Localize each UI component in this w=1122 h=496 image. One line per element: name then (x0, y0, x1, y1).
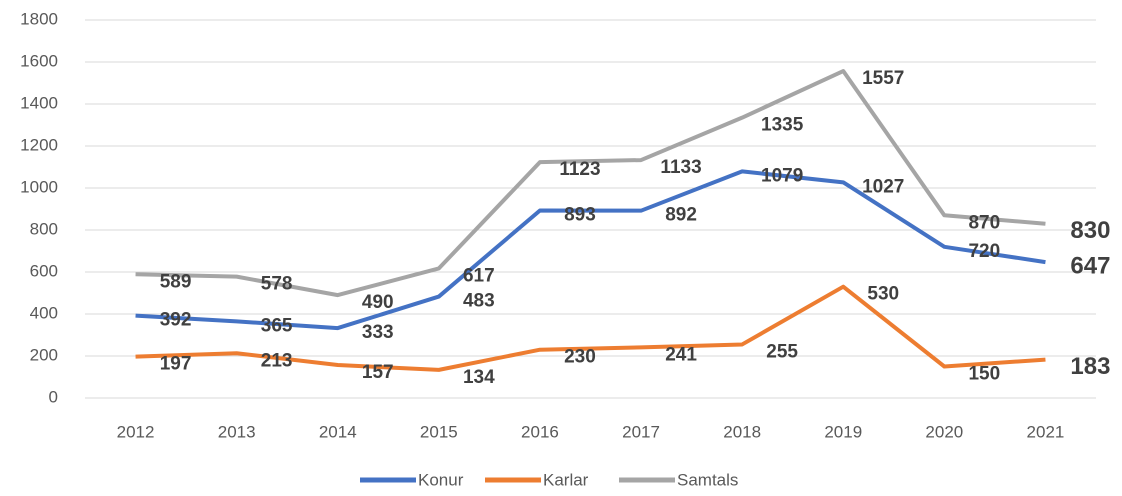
data-label: 241 (665, 344, 697, 365)
y-tick-label: 0 (49, 387, 58, 406)
data-label: 893 (564, 204, 596, 225)
legend-label: Konur (418, 470, 464, 489)
y-tick-label: 1600 (20, 51, 58, 70)
x-tick-label: 2014 (319, 422, 357, 441)
x-tick-label: 2018 (723, 422, 761, 441)
x-tick-label: 2013 (218, 422, 256, 441)
data-label: 1133 (660, 157, 701, 178)
data-label: 892 (665, 205, 697, 226)
data-label: 1557 (862, 68, 904, 89)
data-label: 870 (968, 212, 1000, 233)
x-tick-label: 2012 (117, 422, 155, 441)
data-label: 365 (261, 315, 293, 336)
data-label: 720 (968, 241, 1000, 262)
x-tick-label: 2020 (925, 422, 963, 441)
data-label: 1027 (862, 176, 904, 197)
legend-label: Samtals (677, 470, 738, 489)
data-label: 617 (463, 265, 495, 286)
data-label: 483 (463, 291, 495, 312)
y-tick-label: 1200 (20, 135, 58, 154)
data-label: 589 (160, 271, 192, 292)
x-tick-label: 2021 (1027, 422, 1065, 441)
data-label: 830 (1070, 217, 1110, 244)
data-label: 197 (160, 354, 192, 375)
legend-label: Karlar (543, 470, 589, 489)
data-label: 578 (261, 274, 293, 295)
x-tick-label: 2019 (824, 422, 862, 441)
y-tick-label: 600 (30, 261, 58, 280)
data-label: 150 (968, 364, 1000, 385)
data-label: 230 (564, 347, 596, 368)
data-label: 1079 (761, 165, 803, 186)
y-tick-label: 400 (30, 303, 58, 322)
data-label: 647 (1070, 252, 1110, 279)
x-tick-label: 2016 (521, 422, 559, 441)
x-tick-label: 2015 (420, 422, 458, 441)
y-tick-label: 800 (30, 219, 58, 238)
x-tick-label: 2017 (622, 422, 660, 441)
data-label: 333 (362, 322, 394, 343)
data-label: 490 (362, 292, 394, 313)
line-series (135, 69, 1046, 298)
data-label: 1335 (761, 115, 804, 136)
data-label: 134 (463, 367, 495, 388)
data-label: 1123 (559, 159, 600, 180)
line-series (135, 169, 1046, 331)
y-tick-label: 1800 (20, 9, 58, 28)
data-label: 157 (362, 362, 394, 383)
line-series (135, 284, 1046, 372)
y-tick-label: 200 (30, 345, 58, 364)
data-label: 530 (867, 284, 899, 305)
data-label: 392 (160, 310, 192, 331)
data-label: 213 (261, 350, 293, 371)
y-tick-label: 1400 (20, 93, 58, 112)
y-tick-label: 1000 (20, 177, 58, 196)
data-label: 183 (1070, 353, 1110, 380)
data-label: 255 (766, 341, 798, 362)
